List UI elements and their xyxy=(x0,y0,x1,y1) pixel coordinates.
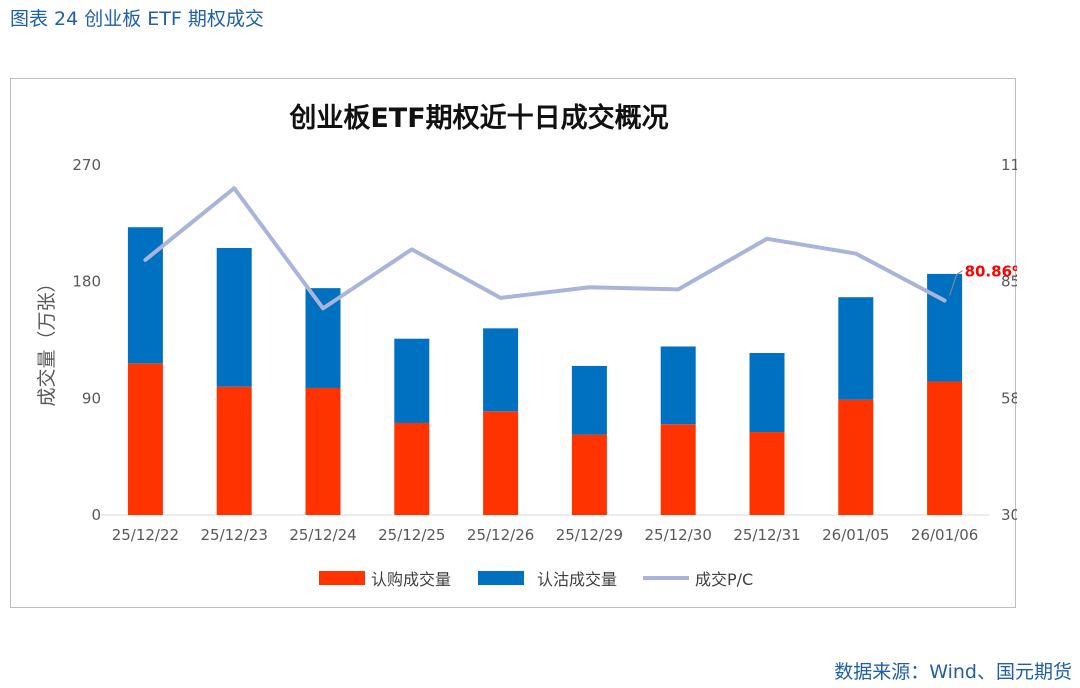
x-tick-label: 25/12/29 xyxy=(556,526,623,544)
bar-call xyxy=(749,432,785,515)
callout-leader xyxy=(949,270,963,296)
x-tick-label: 25/12/25 xyxy=(378,526,445,544)
pc-point xyxy=(676,287,680,291)
pc-point xyxy=(143,258,147,262)
x-tick-label: 25/12/24 xyxy=(289,526,356,544)
x-tick-label: 25/12/30 xyxy=(645,526,712,544)
legend-label-put: 认沽成交量 xyxy=(537,570,617,589)
x-tick-label: 25/12/26 xyxy=(467,526,534,544)
bar-put xyxy=(927,273,963,382)
y2-tick-label: 113% xyxy=(1001,156,1017,174)
pc-point xyxy=(854,252,858,256)
chart-canvas: 创业板ETF期权近十日成交概况 0 90 180 270 30% 58% 85% 113% 成交… xyxy=(36,102,1017,589)
y2-tick-label: 58% xyxy=(1001,389,1017,407)
legend-label-pc: 成交P/C xyxy=(695,570,753,589)
bar-put xyxy=(838,297,874,400)
y-tick-label: 0 xyxy=(91,506,101,524)
pc-point xyxy=(765,237,769,241)
bar-call xyxy=(838,399,874,515)
callout-label: 80.86% xyxy=(965,263,1017,281)
chart-title: 创业板ETF期权近十日成交概况 xyxy=(288,102,668,134)
bar-call xyxy=(660,424,696,515)
bar-put xyxy=(660,346,696,425)
pc-point xyxy=(499,296,503,300)
chart-frame: 创业板ETF期权近十日成交概况 0 90 180 270 30% 58% 85% 113% 成交… xyxy=(10,78,1017,608)
y2-tick-label: 30% xyxy=(1001,506,1017,524)
bar-call xyxy=(571,434,607,515)
bar-call xyxy=(394,422,430,515)
legend-swatch-put xyxy=(478,571,524,585)
x-tick-label: 25/12/23 xyxy=(201,526,268,544)
y-tick-label: 180 xyxy=(72,273,101,291)
pc-point xyxy=(321,306,325,310)
x-tick-label: 26/01/05 xyxy=(822,526,889,544)
bar-put xyxy=(305,288,341,388)
plot-area: 0 90 180 270 30% 58% 85% 113% 成交量（万张） 25/12/22 25/… xyxy=(36,156,1017,589)
bar-call xyxy=(483,411,519,515)
bar-call xyxy=(127,363,163,515)
x-tick-label: 26/01/06 xyxy=(911,526,978,544)
x-tick-label: 25/12/31 xyxy=(733,526,800,544)
y-tick-label: 90 xyxy=(82,389,101,407)
y-tick-label: 270 xyxy=(72,156,101,174)
bar-put xyxy=(216,247,252,387)
pc-point xyxy=(232,186,236,190)
bar-put xyxy=(571,365,607,435)
source-note: 数据来源：Wind、国元期货 xyxy=(834,661,1072,683)
x-tick-label: 25/12/22 xyxy=(112,526,179,544)
figure-caption: 图表 24 创业板 ETF 期权成交 xyxy=(10,8,264,30)
pc-point xyxy=(410,247,414,251)
pc-point xyxy=(943,299,947,303)
y-axis-title: 成交量（万张） xyxy=(36,273,58,406)
pc-series-line xyxy=(143,186,947,311)
legend-label-call: 认购成交量 xyxy=(371,570,451,589)
bar-put xyxy=(394,338,430,423)
y2-tick-label: 85% xyxy=(1001,273,1017,291)
bar-put xyxy=(749,352,785,433)
bar-put xyxy=(483,328,519,412)
bar-call xyxy=(305,387,341,515)
bar-call xyxy=(216,386,252,515)
legend-swatch-call xyxy=(319,571,365,585)
bar-call xyxy=(927,381,963,515)
pc-point xyxy=(587,285,591,289)
